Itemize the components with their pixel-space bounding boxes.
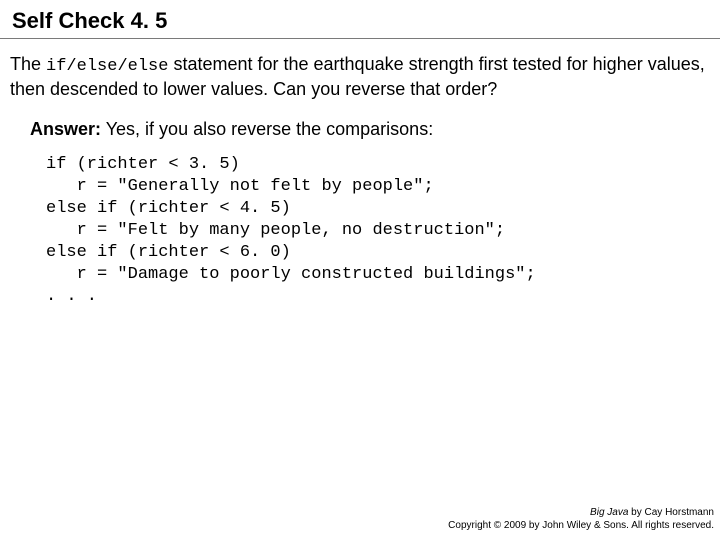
answer-line: Answer: Yes, if you also reverse the com… bbox=[30, 119, 710, 140]
answer-text: Yes, if you also reverse the comparisons… bbox=[101, 119, 433, 139]
footer-book-title: Big Java bbox=[590, 507, 628, 518]
content-area: The if/else/else statement for the earth… bbox=[0, 39, 720, 308]
footer-line1: Big Java by Cay Horstmann bbox=[448, 507, 714, 520]
slide-container: { "title": "Self Check 4. 5", "question_… bbox=[0, 0, 720, 540]
title-bar: Self Check 4. 5 bbox=[0, 0, 720, 39]
code-block: if (richter < 3. 5) r = "Generally not f… bbox=[30, 154, 710, 309]
answer-label: Answer: bbox=[30, 119, 101, 139]
question-text: The if/else/else statement for the earth… bbox=[10, 53, 710, 101]
answer-block: Answer: Yes, if you also reverse the com… bbox=[10, 119, 710, 309]
question-pre: The bbox=[10, 54, 46, 74]
footer-author: by Cay Horstmann bbox=[628, 507, 714, 518]
footer-copyright: Copyright © 2009 by John Wiley & Sons. A… bbox=[448, 520, 714, 533]
question-code: if/else/else bbox=[46, 57, 168, 76]
slide-title: Self Check 4. 5 bbox=[12, 8, 708, 34]
footer: Big Java by Cay Horstmann Copyright © 20… bbox=[448, 507, 714, 532]
